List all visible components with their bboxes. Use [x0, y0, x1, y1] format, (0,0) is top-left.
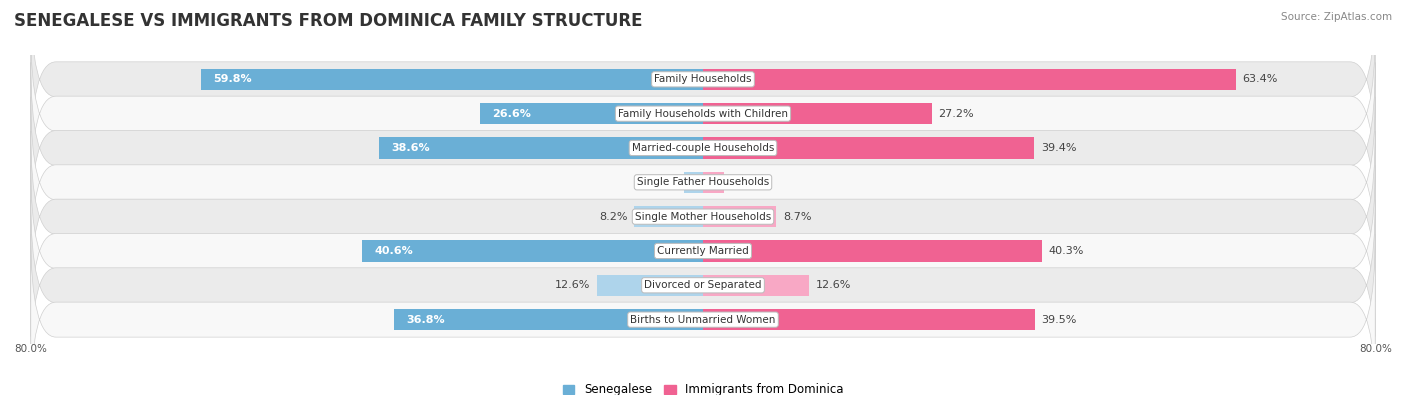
Text: Family Households: Family Households [654, 74, 752, 84]
Bar [703, 69, 1236, 90]
Text: SENEGALESE VS IMMIGRANTS FROM DOMINICA FAMILY STRUCTURE: SENEGALESE VS IMMIGRANTS FROM DOMINICA F… [14, 12, 643, 30]
Text: Source: ZipAtlas.com: Source: ZipAtlas.com [1281, 12, 1392, 22]
Text: Single Mother Households: Single Mother Households [636, 212, 770, 222]
Bar [598, 275, 703, 296]
Text: Married-couple Households: Married-couple Households [631, 143, 775, 153]
Bar [703, 309, 1035, 330]
Text: 36.8%: 36.8% [406, 315, 446, 325]
Text: 40.6%: 40.6% [374, 246, 413, 256]
Bar [634, 206, 703, 227]
FancyBboxPatch shape [31, 28, 1375, 199]
Text: 8.7%: 8.7% [783, 212, 811, 222]
Bar [361, 240, 703, 261]
Text: Births to Unmarried Women: Births to Unmarried Women [630, 315, 776, 325]
Text: 26.6%: 26.6% [492, 109, 531, 118]
Text: Divorced or Separated: Divorced or Separated [644, 280, 762, 290]
Text: 12.6%: 12.6% [555, 280, 591, 290]
FancyBboxPatch shape [31, 234, 1375, 395]
Bar [703, 172, 724, 193]
Bar [703, 137, 1033, 159]
Text: 40.3%: 40.3% [1049, 246, 1084, 256]
Text: 27.2%: 27.2% [938, 109, 974, 118]
Text: Single Father Households: Single Father Households [637, 177, 769, 187]
Legend: Senegalese, Immigrants from Dominica: Senegalese, Immigrants from Dominica [558, 379, 848, 395]
Text: 12.6%: 12.6% [815, 280, 851, 290]
FancyBboxPatch shape [31, 166, 1375, 337]
Bar [703, 240, 1042, 261]
Text: 80.0%: 80.0% [1360, 344, 1392, 354]
Text: 59.8%: 59.8% [214, 74, 252, 84]
Text: 8.2%: 8.2% [599, 212, 627, 222]
Bar [201, 69, 703, 90]
Text: Currently Married: Currently Married [657, 246, 749, 256]
Text: 2.5%: 2.5% [731, 177, 759, 187]
Bar [378, 137, 703, 159]
Bar [703, 275, 808, 296]
Bar [479, 103, 703, 124]
Bar [394, 309, 703, 330]
FancyBboxPatch shape [31, 200, 1375, 371]
Bar [703, 206, 776, 227]
Text: 2.3%: 2.3% [648, 177, 676, 187]
Text: 39.5%: 39.5% [1042, 315, 1077, 325]
Text: 38.6%: 38.6% [391, 143, 430, 153]
Text: 39.4%: 39.4% [1040, 143, 1076, 153]
FancyBboxPatch shape [31, 62, 1375, 233]
Bar [683, 172, 703, 193]
Text: Family Households with Children: Family Households with Children [619, 109, 787, 118]
Text: 63.4%: 63.4% [1243, 74, 1278, 84]
FancyBboxPatch shape [31, 0, 1375, 165]
FancyBboxPatch shape [31, 131, 1375, 302]
Bar [703, 103, 932, 124]
Text: 80.0%: 80.0% [14, 344, 46, 354]
FancyBboxPatch shape [31, 97, 1375, 268]
